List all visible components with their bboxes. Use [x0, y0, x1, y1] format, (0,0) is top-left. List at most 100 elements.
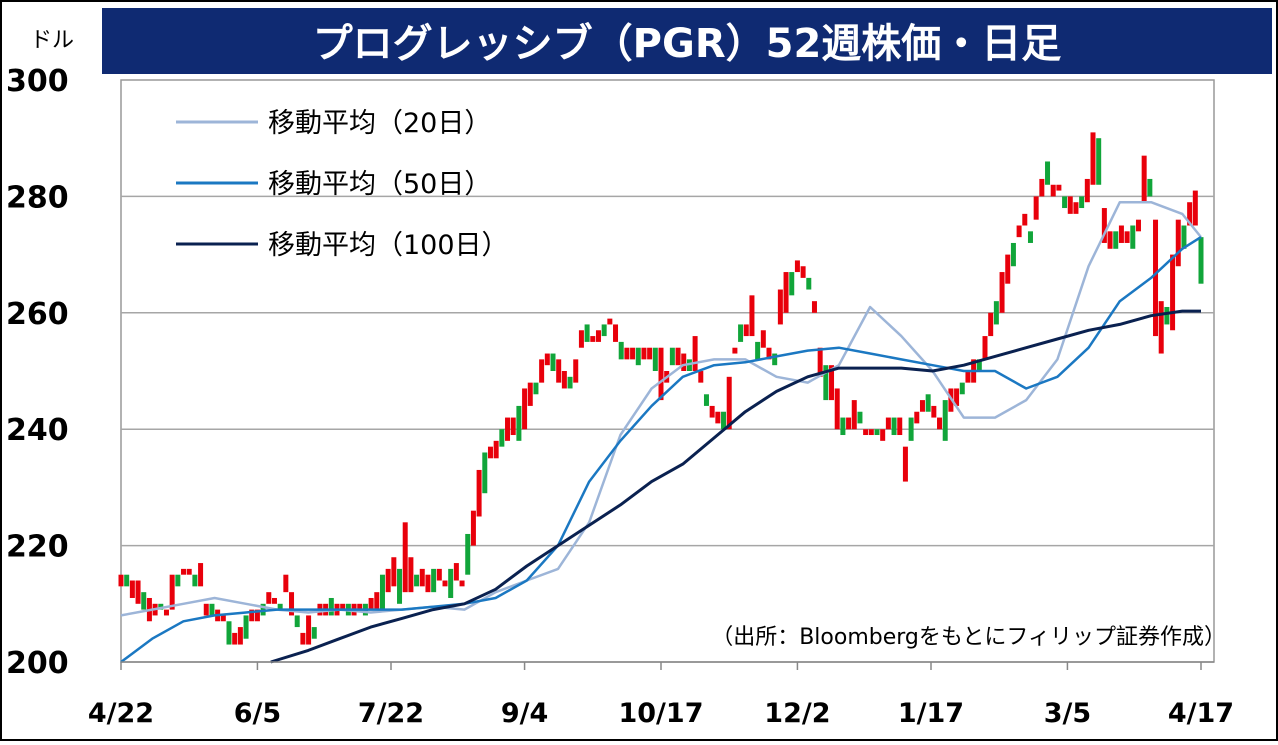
candle	[283, 574, 289, 593]
candle	[635, 347, 641, 366]
candle	[624, 347, 630, 360]
candle	[1124, 231, 1130, 243]
candle	[999, 272, 1005, 313]
candle	[266, 592, 272, 604]
candle	[937, 417, 943, 430]
candle	[829, 365, 835, 401]
candle	[436, 568, 442, 581]
candle	[613, 324, 619, 342]
candle	[294, 615, 300, 628]
candle	[129, 580, 135, 598]
candle	[1084, 178, 1090, 203]
candle	[942, 400, 948, 441]
candle	[965, 371, 971, 383]
candle	[1096, 138, 1102, 185]
series-line-ma100	[270, 309, 1201, 664]
candle	[448, 568, 454, 598]
candle	[840, 417, 846, 436]
candle	[516, 405, 522, 441]
candle	[340, 603, 346, 610]
candle	[425, 574, 431, 593]
candle	[1170, 254, 1176, 331]
moving-average-lines	[120, 200, 1202, 664]
candle	[510, 417, 516, 436]
candle	[1067, 196, 1073, 214]
candle	[328, 597, 334, 616]
x-tick-label: 9/4	[501, 698, 548, 729]
candle	[198, 563, 204, 587]
candle	[755, 341, 761, 360]
x-tick-label: 10/17	[618, 698, 703, 729]
candle	[1175, 219, 1181, 267]
candle	[220, 615, 226, 622]
candle	[533, 382, 539, 395]
candle	[499, 429, 505, 447]
candle	[573, 359, 579, 383]
legend-label-ma50: 移動平均（50日）	[268, 169, 491, 200]
candle	[482, 452, 488, 494]
candle	[1164, 306, 1170, 325]
candle	[118, 574, 124, 587]
candle	[834, 388, 840, 430]
candle	[601, 324, 607, 337]
candle	[897, 417, 903, 436]
candle	[260, 603, 266, 616]
candle	[493, 440, 499, 459]
candle	[397, 568, 403, 604]
candle	[590, 336, 596, 342]
title-bar	[102, 8, 1272, 74]
y-tick-label: 240	[6, 413, 69, 448]
candle	[550, 353, 556, 371]
legend-label-ma20: 移動平均（20日）	[268, 108, 491, 139]
candle	[522, 388, 528, 430]
candle	[874, 429, 880, 436]
candle	[1158, 301, 1164, 354]
candle	[300, 632, 306, 645]
candle	[254, 609, 260, 622]
candle	[527, 382, 533, 406]
candle	[772, 353, 778, 366]
candle	[385, 568, 391, 593]
candle	[186, 568, 192, 575]
candle	[630, 347, 636, 360]
candle	[124, 574, 130, 587]
candle	[954, 388, 960, 406]
candle	[556, 359, 562, 383]
candle	[863, 429, 869, 436]
candle	[289, 592, 295, 616]
candle	[766, 347, 772, 360]
candle	[817, 347, 823, 377]
candle	[470, 510, 476, 546]
candle	[902, 446, 908, 482]
candle	[1016, 225, 1022, 238]
candle	[209, 603, 215, 616]
candle	[487, 446, 493, 459]
candle	[1022, 213, 1028, 226]
candle	[959, 382, 965, 395]
candle	[431, 568, 437, 593]
candle	[851, 400, 857, 430]
candle	[652, 347, 658, 371]
y-tick-label: 200	[6, 646, 69, 681]
candle	[931, 405, 937, 418]
candle	[811, 301, 817, 313]
y-axis-ticks: 300 280 260 240 220 200	[6, 64, 69, 681]
candle	[1033, 196, 1039, 220]
x-tick-label: 3/5	[1044, 698, 1091, 729]
candle	[203, 603, 209, 616]
candle	[374, 592, 380, 610]
y-tick-label: 280	[6, 180, 69, 215]
candle	[544, 353, 550, 366]
candle	[141, 592, 147, 610]
candle	[414, 574, 420, 587]
legend: 移動平均（20日） 移動平均（50日） 移動平均（100日）	[176, 108, 509, 261]
candle	[402, 522, 408, 593]
candle	[738, 324, 744, 342]
candle	[1056, 184, 1062, 191]
candle	[760, 330, 766, 348]
x-tick-label: 6/5	[234, 698, 281, 729]
candle	[1045, 161, 1051, 185]
candle	[442, 580, 448, 587]
candle	[237, 627, 243, 645]
